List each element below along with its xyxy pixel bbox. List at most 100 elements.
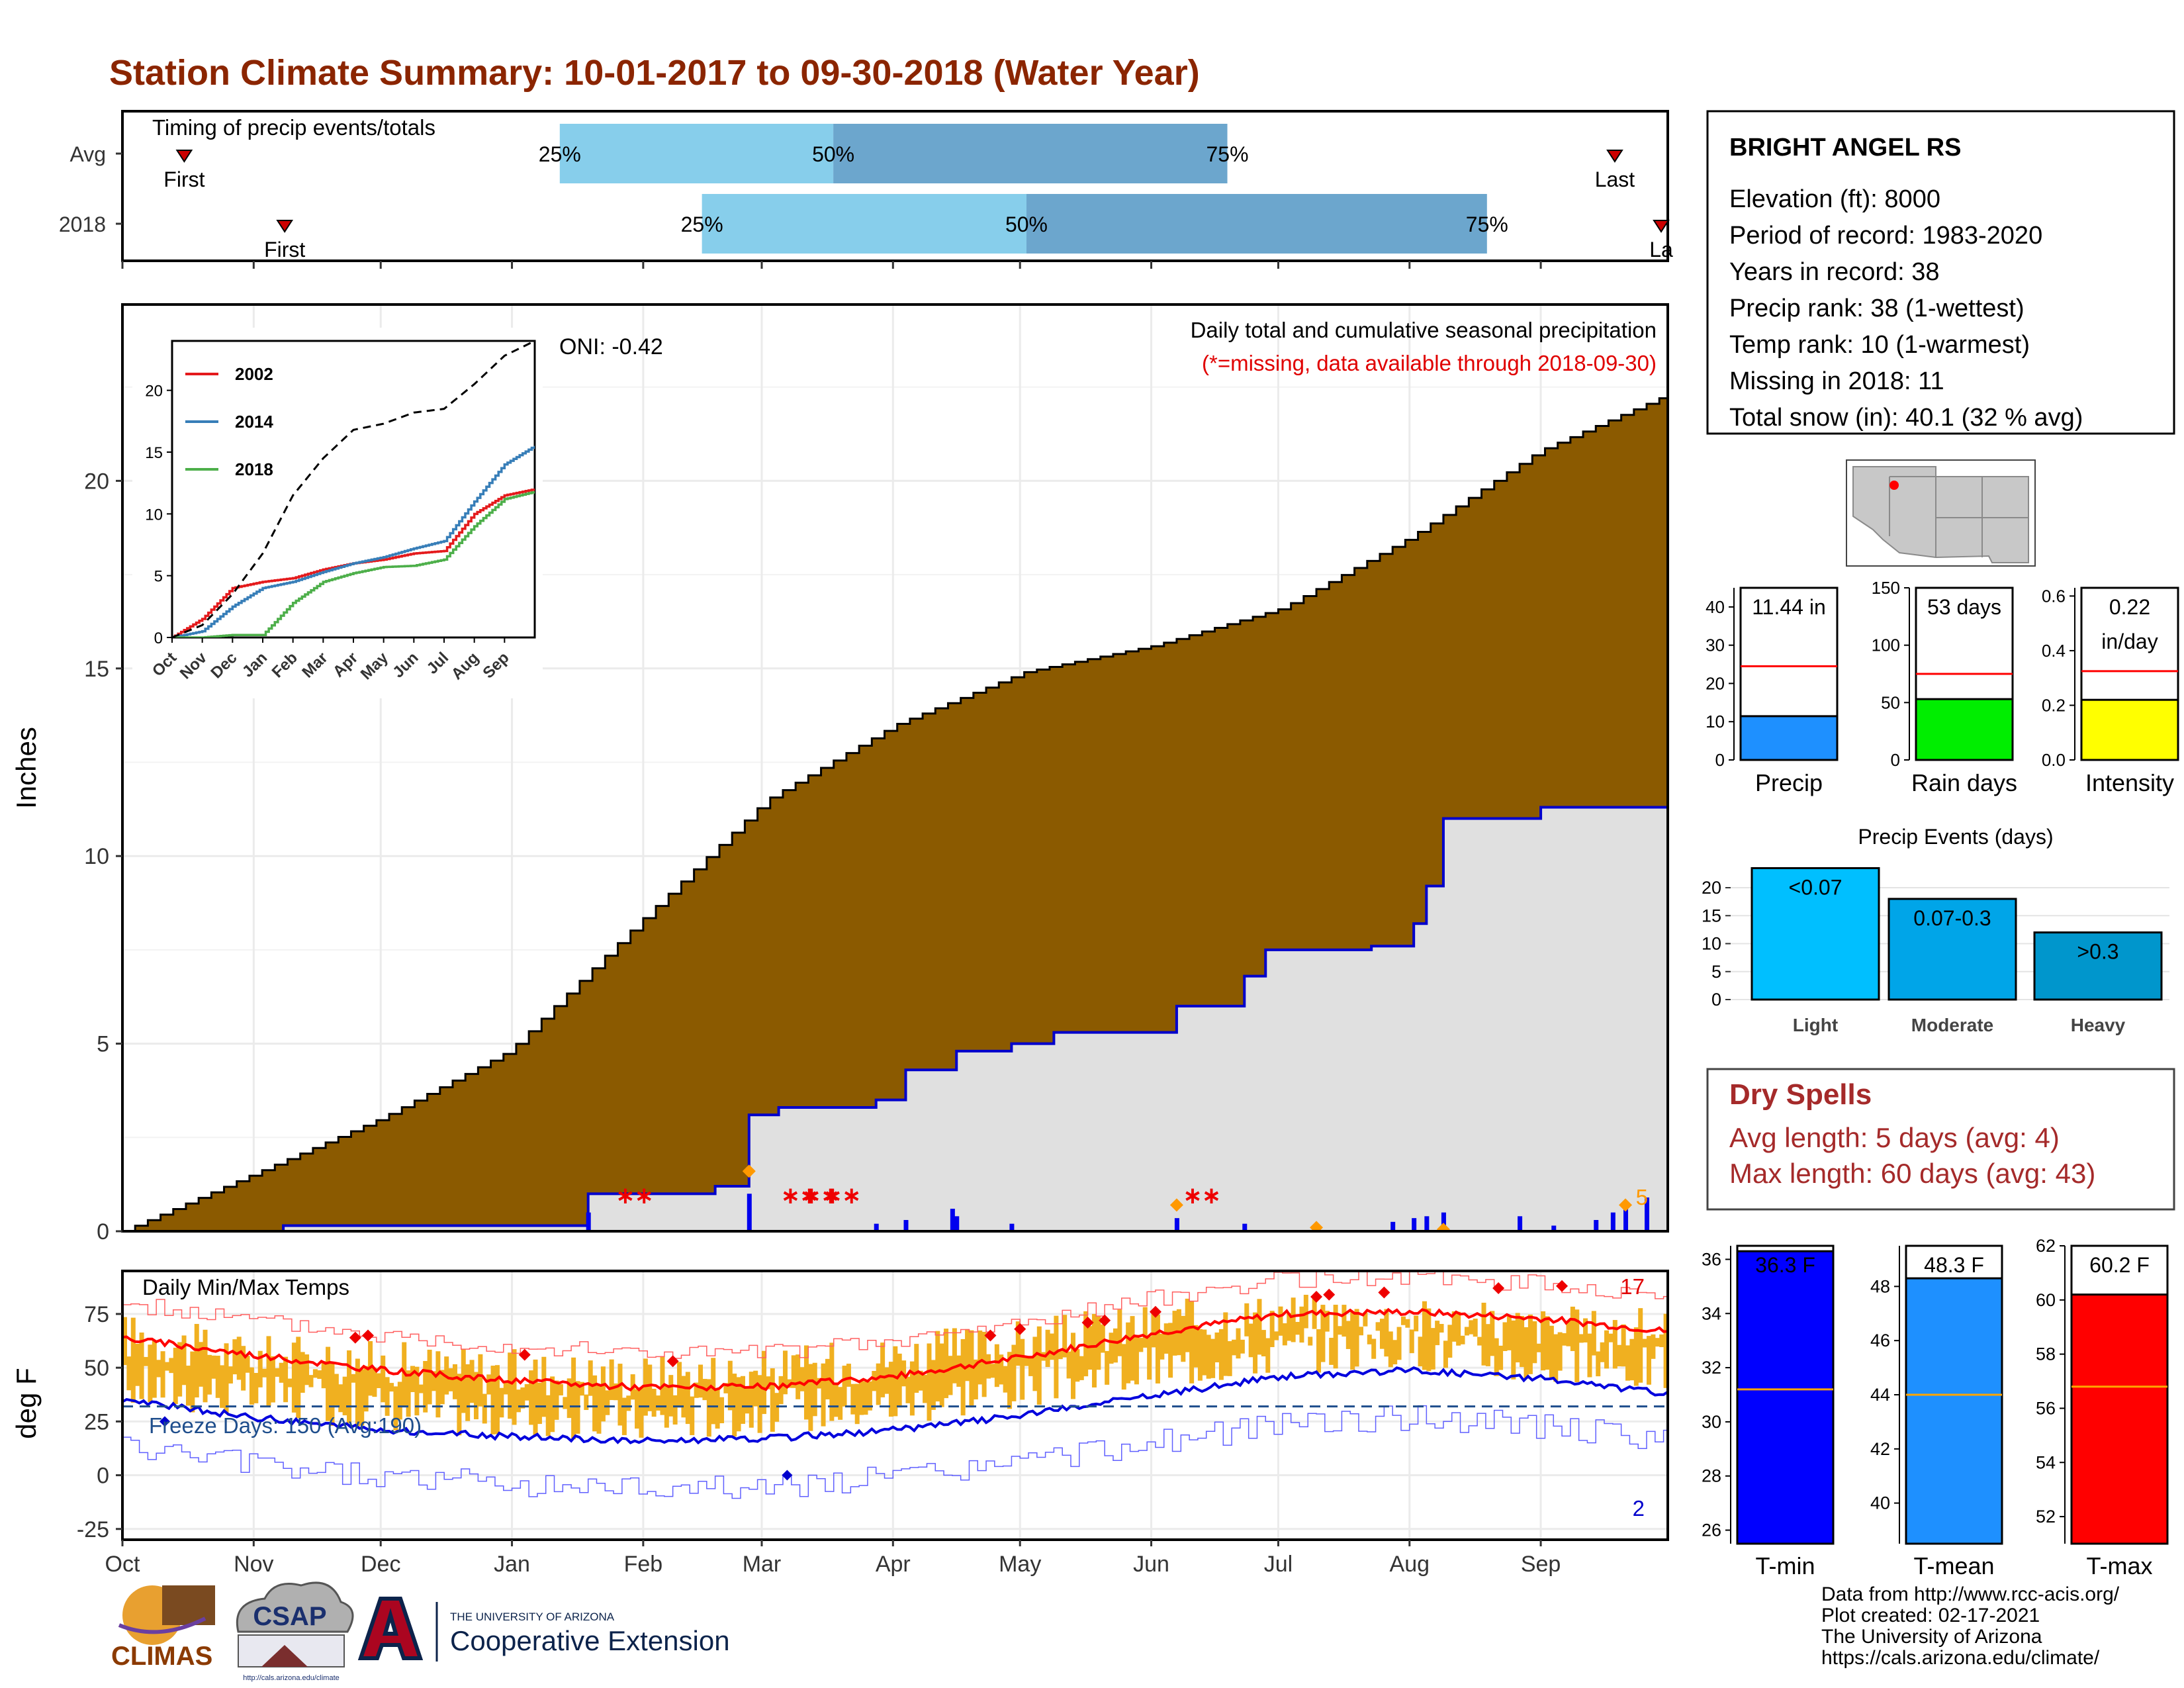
daily-temp-range-bar [694,1382,699,1398]
daily-temp-range-bar [503,1382,508,1395]
avg-min-temp-line [122,1366,1668,1445]
precip-areas [122,397,1668,1231]
daily-temp-range-bar [1028,1356,1034,1376]
daily-temp-range-bar [126,1356,132,1391]
daily-temp-range-bar [1574,1309,1580,1383]
daily-temp-range-bar [1520,1315,1525,1368]
daily-temp-range-bar [1375,1322,1381,1331]
precip-missing-note: (*=missing, data available through 2018-… [1202,351,1657,375]
daily-temp-range-bar [888,1362,893,1417]
daily-temp-range-bar [130,1317,136,1403]
daily-temp-range-bar [969,1330,974,1408]
daily-precip-bar [586,1212,591,1231]
temp-bar-tick-label: 58 [2036,1344,2056,1364]
daily-temp-range-bar [842,1366,847,1407]
mini-bar-tick-label: 0.4 [2042,641,2066,661]
daily-temp-range-bar [647,1364,653,1411]
timing-bar-50-75 [833,124,1228,183]
daily-temp-range-bar [664,1385,669,1428]
mini-bar-tick-label: 10 [1706,712,1725,731]
record-high-marker-icon [1556,1280,1569,1292]
daily-temp-range-bar [1629,1338,1635,1381]
mini-bar-tick-label: 40 [1706,597,1725,617]
precip-subtitle: Daily total and cumulative seasonal prec… [1191,318,1657,342]
daily-temp-range-bar [279,1362,284,1383]
daily-temp-range-bar [1282,1323,1287,1346]
mini-bar-value [1739,715,1839,761]
daily-temp-range-bar [766,1376,771,1389]
daily-temp-range-bar [355,1358,360,1427]
daily-temp-range-bar [414,1366,420,1416]
precip-ylabel: Inches [11,727,42,809]
timing-bar-25-50 [702,194,1026,254]
daily-precip-bar [903,1219,909,1231]
daily-temp-range-bar [1007,1352,1013,1409]
footer-line: https://cals.arizona.edu/climate/ [1821,1647,2100,1669]
daily-temp-range-bar [232,1339,238,1375]
daily-temp-range-bar [1269,1311,1275,1348]
inset-y-tick-label: 5 [154,568,163,586]
daily-temp-range-bar [1345,1321,1351,1349]
daily-temp-range-bar [266,1336,271,1406]
daily-temp-range-bar [1536,1343,1541,1352]
daily-temp-range-bar [1147,1336,1152,1380]
timing-row-label: Avg [69,142,106,166]
mini-bar-chart: 0.0 0.2 0.4 0.6 0.22 in/day Intensity [2042,586,2179,796]
daily-temp-range-bar [1418,1336,1423,1367]
daily-temp-range-bar [1342,1305,1347,1337]
daily-temp-range-bar [406,1370,411,1417]
month-tick-label: Nov [234,1552,273,1577]
daily-temp-range-bar [1117,1309,1122,1356]
daily-temp-range-bar [741,1376,745,1424]
daily-precip-bar [1645,1197,1650,1231]
events-y-tick-label: 10 [1702,934,1721,954]
daily-temp-range-bar [796,1354,801,1399]
inset-y-tick-label: 15 [145,444,163,462]
daily-temp-range-bar [791,1355,796,1388]
daily-temp-range-bar [554,1380,559,1420]
record-high-marker-icon [1323,1288,1336,1301]
daily-precip-bar [1174,1218,1179,1231]
precip-missing-count: 5 [1636,1185,1648,1209]
temp-bar-tick-label: 60 [2036,1290,2056,1310]
daily-temp-range-bar [1354,1309,1359,1367]
daily-temp-range-bar [918,1370,923,1391]
daily-precip-bar [874,1223,879,1231]
record-high-marker-icon [518,1348,531,1361]
daily-temp-range-bar [584,1394,589,1411]
daily-temp-range-bar [347,1350,352,1423]
daily-temp-range-bar [643,1358,648,1416]
temp-bar-tick-label: 62 [2036,1236,2056,1256]
daily-temp-range-bar [1460,1335,1465,1344]
event-category-label: Heavy [2071,1015,2126,1035]
last-event-label: La [1649,238,1673,261]
record-low-marker-icon [159,1416,170,1427]
daily-temp-range-bar [1651,1334,1656,1359]
temp-bar-tick-label: 46 [1870,1331,1890,1350]
daily-temp-range-bar [490,1366,496,1434]
ua-a-icon [357,1597,424,1660]
mini-bar-label: Precip [1755,769,1823,796]
daily-temp-range-bar [148,1344,153,1403]
daily-temp-range-bar [1329,1337,1334,1365]
daily-temp-range-bar [1596,1351,1601,1377]
daily-temp-range-bar [1647,1336,1652,1385]
daily-temp-range-bar [1506,1316,1512,1350]
daily-temp-range-bar [1359,1327,1363,1336]
daily-temp-range-bar [723,1383,729,1393]
precip-y-tick-label: 20 [84,469,109,494]
temp-bar-tick-label: 42 [1870,1439,1890,1459]
event-bar [2033,931,2163,1001]
daily-temp-range-bar [308,1375,314,1387]
daily-temp-range-bar [956,1355,962,1387]
inset-y-tick-label: 0 [154,630,163,647]
daily-temp-range-bar [1566,1321,1571,1346]
ua-big-text: Cooperative Extension [450,1625,730,1656]
daily-temp-range-bar [257,1350,263,1387]
daily-temp-range-bar [1134,1335,1139,1385]
daily-temp-range-bar [1257,1299,1262,1355]
daily-temp-range-bar [614,1383,619,1401]
events-y-tick-label: 5 [1711,962,1721,982]
daily-temp-range-bar [1197,1329,1203,1381]
